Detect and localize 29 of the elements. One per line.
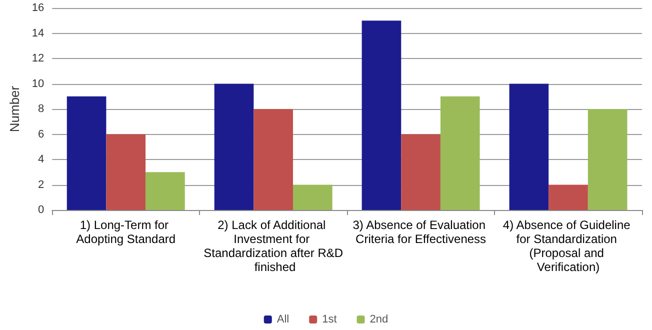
x-tick-label: 2) Lack of Additional Investment for Standardization after R&D finished xyxy=(204,218,344,274)
bar xyxy=(588,109,628,210)
y-tick-label: 4 xyxy=(38,154,44,166)
y-tick-label: 2 xyxy=(38,178,44,191)
legend-label: All xyxy=(276,314,290,326)
bar xyxy=(254,109,293,210)
x-tick-label: 3) Absence of Evaluation Criteria for Effectiveness xyxy=(352,218,489,246)
bar xyxy=(440,96,480,210)
y-tick-label: 12 xyxy=(32,52,44,64)
x-tick-label: 1) Long-Term for Adopting Standard xyxy=(76,218,176,246)
y-tick-label: 6 xyxy=(38,128,44,140)
legend-label: 1st xyxy=(322,314,337,326)
legend-label: 2nd xyxy=(370,314,388,326)
bar xyxy=(106,134,146,210)
bar xyxy=(509,84,549,210)
bar xyxy=(66,96,106,210)
bar xyxy=(362,20,402,210)
bar xyxy=(292,184,332,210)
y-tick-label: 14 xyxy=(32,27,44,40)
bar xyxy=(146,172,185,210)
y-tick-label: 0 xyxy=(38,204,44,216)
x-tick-label: 4) Absence of Guideline for Standardization (Proposal and Verification) xyxy=(502,218,634,274)
y-tick-label: 10 xyxy=(32,78,44,90)
y-axis-title: Number xyxy=(7,85,22,132)
y-tick-label: 8 xyxy=(38,103,44,115)
y-tick-label: 16 xyxy=(32,2,44,14)
bar xyxy=(214,84,254,210)
bar xyxy=(548,184,588,210)
bar xyxy=(401,134,440,210)
